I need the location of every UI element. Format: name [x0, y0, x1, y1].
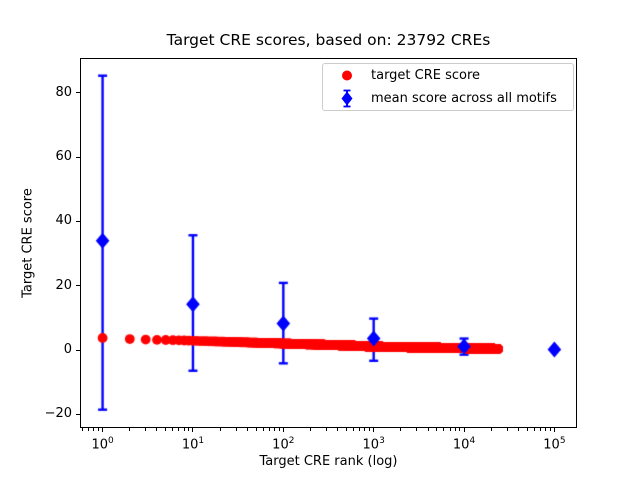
x-minor-tick: [268, 428, 270, 431]
x-minor-tick: [353, 428, 355, 431]
x-minor-tick: [246, 428, 248, 431]
x-minor-tick: [156, 428, 158, 431]
x-minor-tick: [82, 428, 84, 431]
x-minor-tick: [443, 428, 445, 431]
x-minor-tick: [533, 428, 535, 431]
y-major-tick: [76, 349, 80, 351]
x-minor-tick: [325, 428, 327, 431]
x-minor-tick: [219, 428, 221, 431]
chart-title: Target CRE scores, based on: 23792 CREs: [166, 31, 491, 49]
x-minor-tick: [178, 428, 180, 431]
x-minor-tick: [549, 428, 551, 431]
x-minor-tick: [506, 428, 508, 431]
x-major-tick: [463, 428, 465, 432]
x-minor-tick: [416, 428, 418, 431]
y-major-tick: [76, 156, 80, 158]
x-major-tick: [553, 428, 555, 432]
x-major-tick: [102, 428, 104, 432]
x-tick-label: 102: [272, 436, 295, 453]
x-minor-tick: [427, 428, 429, 431]
x-tick-label: 103: [362, 436, 385, 453]
x-minor-tick: [255, 428, 257, 431]
x-minor-tick: [129, 428, 131, 431]
x-minor-tick: [172, 428, 174, 431]
x-tick-label: 104: [452, 436, 476, 453]
x-minor-tick: [145, 428, 147, 431]
x-minor-tick: [459, 428, 461, 431]
blue-diamond-errorbar-icon: [341, 89, 353, 108]
x-minor-tick: [545, 428, 547, 431]
x-minor-tick: [526, 428, 528, 431]
x-minor-tick: [345, 428, 347, 431]
x-axis-label: Target CRE rank (log): [259, 454, 398, 469]
x-minor-tick: [310, 428, 312, 431]
x-minor-tick: [278, 428, 280, 431]
x-minor-tick: [235, 428, 237, 431]
y-major-tick: [76, 92, 80, 94]
legend: target CRE score mean score across all m…: [322, 63, 574, 111]
x-major-tick: [192, 428, 194, 432]
y-tick-label: 60: [55, 149, 72, 165]
x-minor-tick: [97, 428, 99, 431]
y-tick-label: 0: [63, 342, 72, 358]
x-minor-tick: [359, 428, 361, 431]
legend-item-mean-score: mean score across all motifs: [323, 88, 573, 109]
y-tick-label: 40: [55, 213, 72, 229]
x-tick-label: 100: [91, 436, 114, 453]
x-minor-tick: [454, 428, 456, 431]
x-minor-tick: [364, 428, 366, 431]
x-minor-tick: [337, 428, 339, 431]
y-major-tick: [76, 220, 80, 222]
y-tick-label: −20: [44, 406, 72, 422]
x-minor-tick: [369, 428, 371, 431]
x-minor-tick: [490, 428, 492, 431]
x-minor-tick: [517, 428, 519, 431]
x-major-tick: [373, 428, 375, 432]
x-minor-tick: [188, 428, 190, 431]
x-minor-tick: [436, 428, 438, 431]
scatter-canvas: [80, 58, 577, 428]
x-minor-tick: [539, 428, 541, 431]
x-tick-label: 105: [543, 436, 566, 453]
y-tick-label: 20: [55, 277, 72, 293]
red-circle-icon: [342, 70, 352, 81]
x-minor-tick: [400, 428, 402, 431]
x-minor-tick: [449, 428, 451, 431]
x-minor-tick: [274, 428, 276, 431]
x-tick-label: 101: [181, 436, 205, 453]
x-minor-tick: [165, 428, 167, 431]
x-minor-tick: [262, 428, 264, 431]
y-major-tick: [76, 285, 80, 287]
legend-label: target CRE score: [371, 68, 481, 84]
x-major-tick: [282, 428, 284, 432]
legend-item-target-cre-score: target CRE score: [323, 65, 573, 86]
x-minor-tick: [93, 428, 95, 431]
x-minor-tick: [88, 428, 90, 431]
y-major-tick: [76, 413, 80, 415]
legend-label: mean score across all motifs: [371, 90, 557, 106]
y-tick-label: 80: [55, 84, 72, 100]
x-minor-tick: [183, 428, 185, 431]
